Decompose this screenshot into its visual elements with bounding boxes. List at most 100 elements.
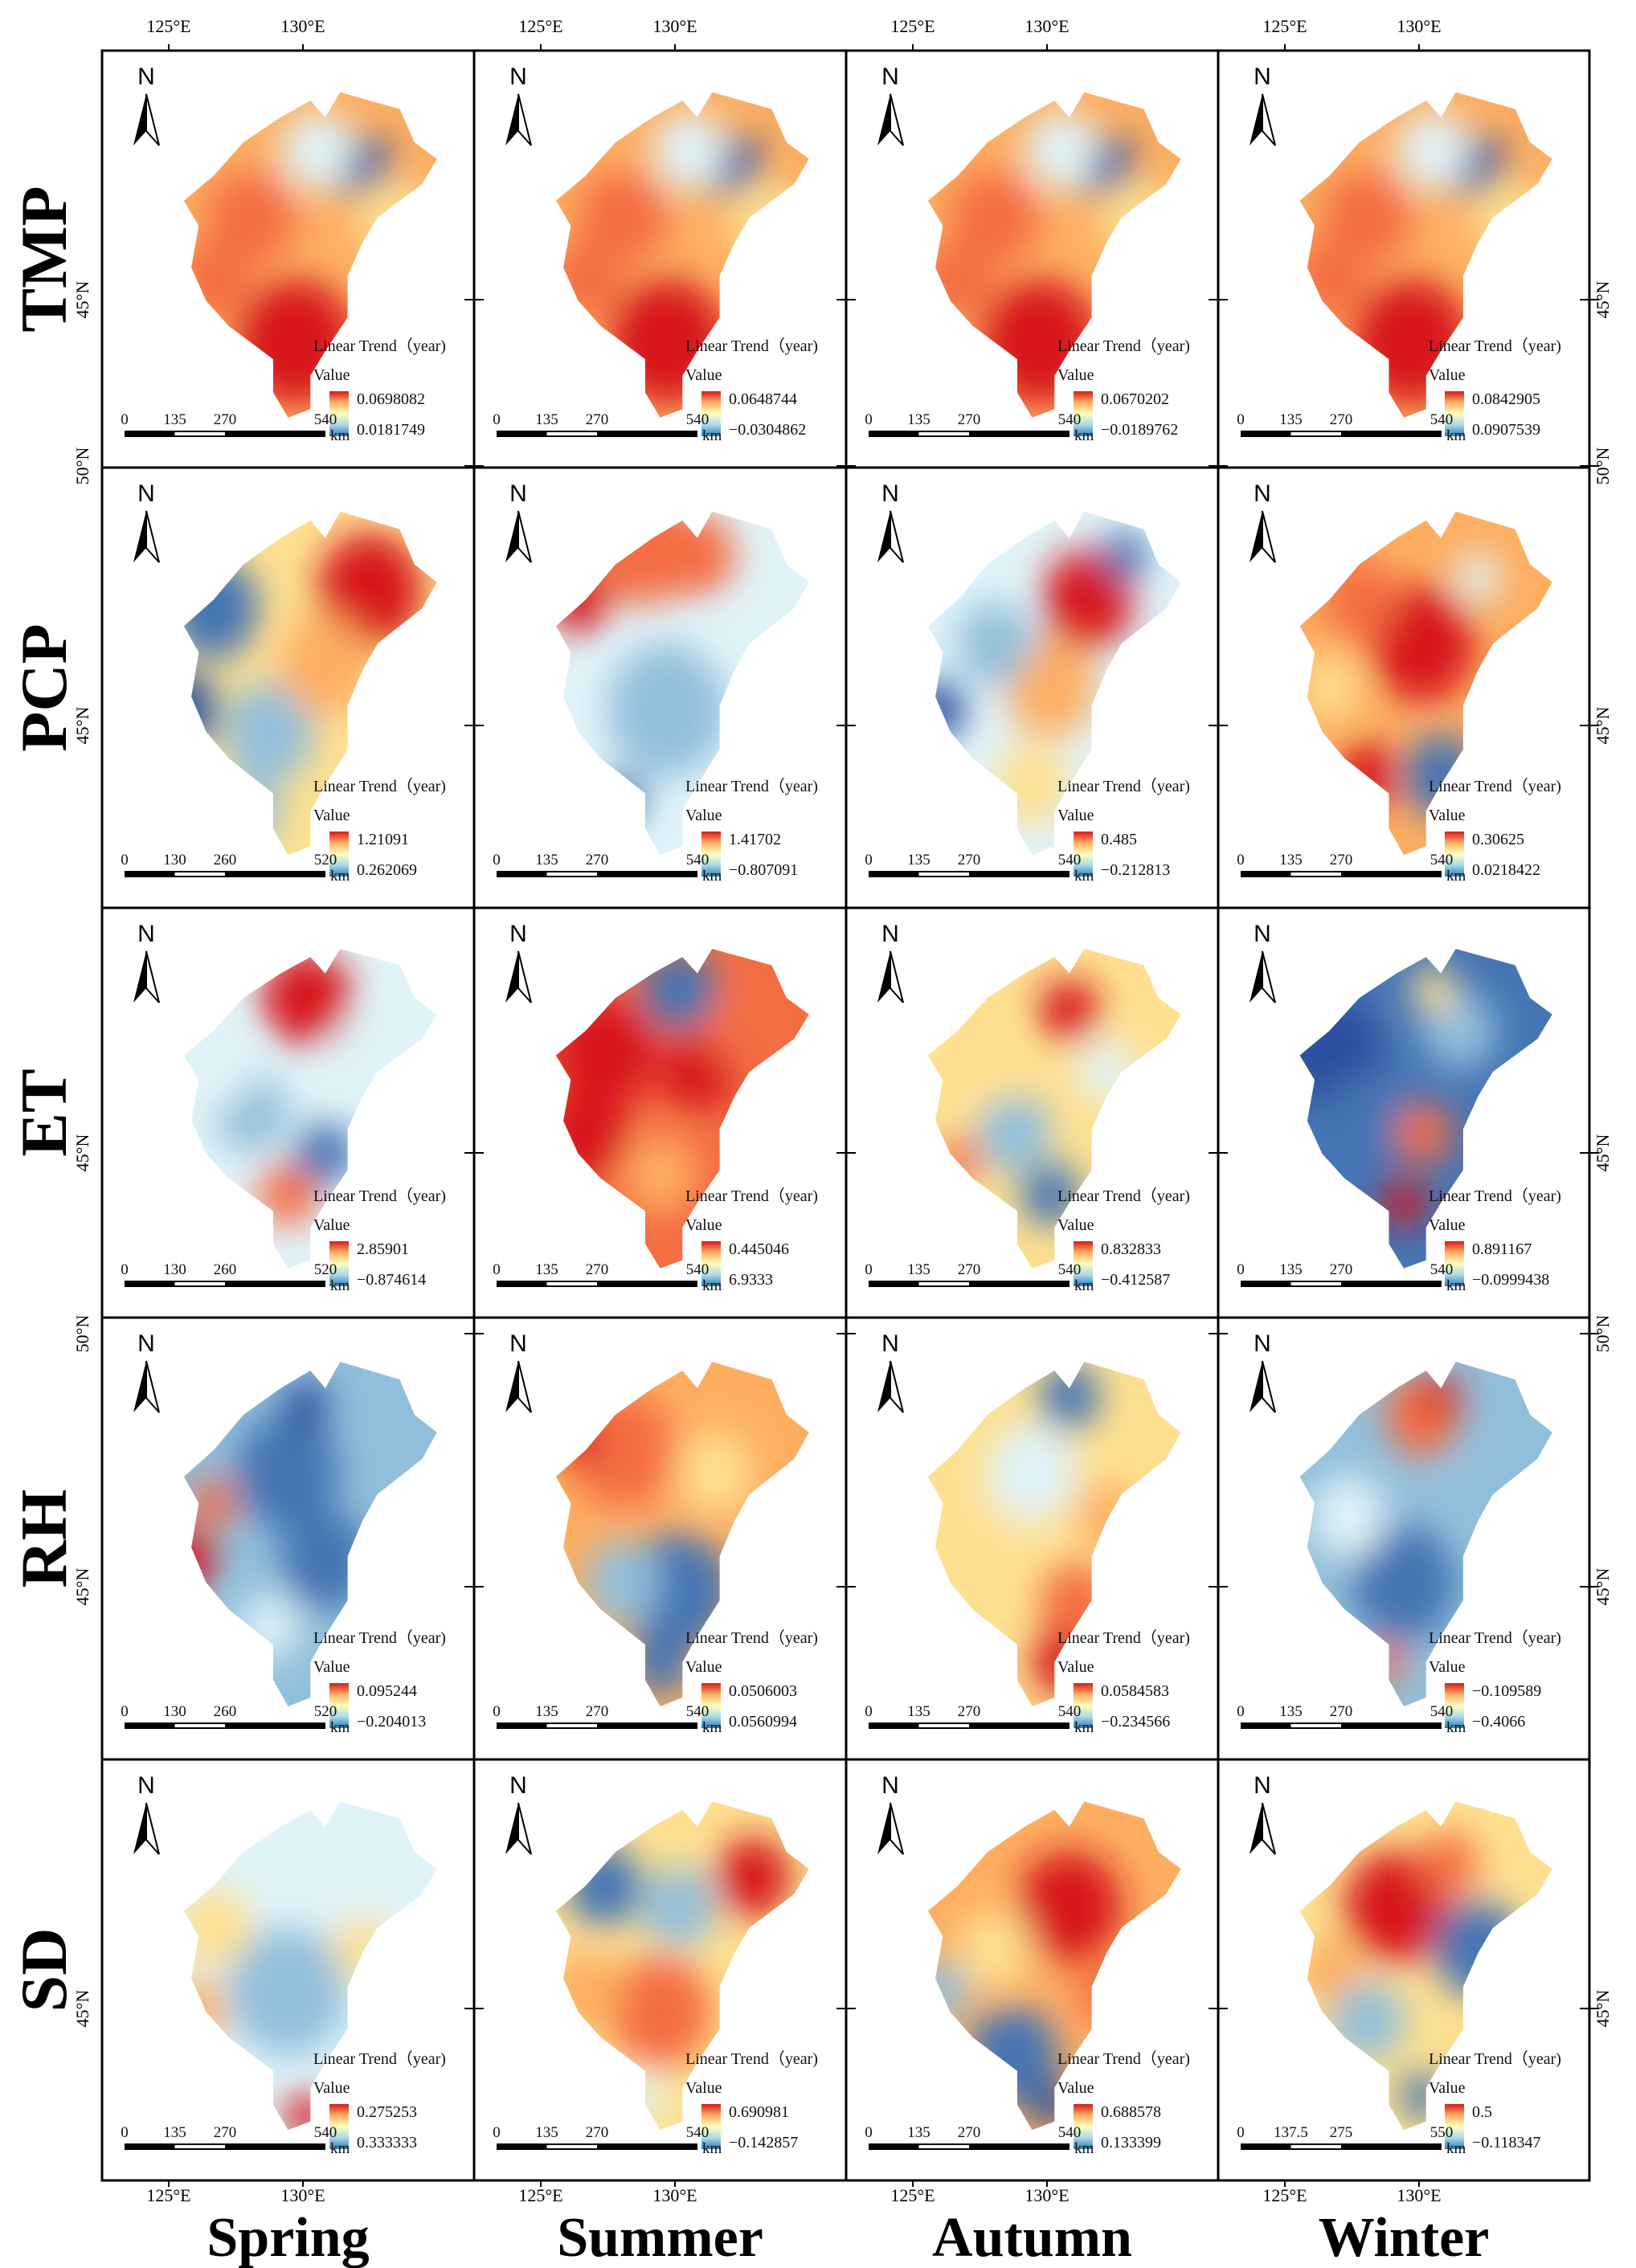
legend: Linear Trend（year) Value 0.0648744 −0.03048… <box>685 337 818 439</box>
legend-high-value: 0.0670202 <box>1101 390 1169 408</box>
scale-tick-label: 540 <box>1058 411 1082 428</box>
legend: Linear Trend（year) Value 0.891167 −0.099943… <box>1429 1187 1561 1289</box>
legend-high-value: 0.30625 <box>1472 831 1524 848</box>
trend-raster <box>1299 949 1552 1269</box>
lon-label-top: 130°E <box>1025 16 1069 36</box>
scale-tick-label: 135 <box>907 411 930 428</box>
north-label: N <box>509 63 527 90</box>
legend-value-label: Value <box>1057 366 1094 384</box>
legend-value-label: Value <box>685 1216 722 1234</box>
scale-tick-label: 540 <box>1058 852 1082 868</box>
legend-value-label: Value <box>1057 1658 1094 1676</box>
legend: Linear Trend（year) Value 0.30625 0.0218422 <box>1429 777 1561 879</box>
map-panel-tmp-winter: N Linear Trend（year) Value 0.0842905 0.09075… <box>1217 49 1591 469</box>
row-label-et: ET <box>7 1069 80 1156</box>
north-arrow-icon: N <box>505 921 532 1003</box>
legend-high-value: 0.832833 <box>1101 1240 1161 1258</box>
scale-tick-label: 540 <box>314 411 337 428</box>
legend-title: Linear Trend（year) <box>685 1187 818 1205</box>
map-panel-pcp-spring: N Linear Trend（year) Value 1.21091 0.262069 0… <box>100 466 476 909</box>
scale-unit: km <box>702 2140 722 2157</box>
scale-tick-label: 0 <box>121 1703 129 1720</box>
scale-tick-label: 135 <box>535 411 558 428</box>
row-label-tmp: TMP <box>7 186 80 332</box>
scale-tick-label: 0 <box>1237 1703 1245 1720</box>
row-label-pcp: PCP <box>7 623 80 751</box>
legend-colorbar <box>1445 1241 1464 1286</box>
lat-label-left: 45°N <box>72 1990 92 2028</box>
legend-colorbar <box>1074 391 1093 436</box>
north-label: N <box>137 1772 155 1799</box>
legend-value-label: Value <box>313 807 350 824</box>
legend-colorbar <box>1074 2104 1093 2149</box>
lon-label-bottom: 130°E <box>652 2185 697 2205</box>
map-panel-tmp-summer: N Linear Trend（year) Value 0.0648744 −0.0304… <box>472 49 848 469</box>
map-panel-sd-spring: N Linear Trend（year) Value 0.275253 0.333333… <box>100 1758 476 2182</box>
lon-label-top: 125°E <box>518 16 562 36</box>
scale-tick-label: 0 <box>121 2124 129 2141</box>
scale-tick-label: 260 <box>214 852 237 868</box>
scale-unit: km <box>702 1719 722 1736</box>
legend-value-label: Value <box>685 1658 722 1676</box>
scale-tick-label: 520 <box>314 852 337 868</box>
scale-tick-label: 0 <box>493 411 501 428</box>
north-label: N <box>137 921 155 947</box>
scale-tick-label: 270 <box>1330 1261 1353 1278</box>
legend-high-value: 0.0842905 <box>1472 390 1540 408</box>
legend-low-value: −0.807091 <box>729 861 798 879</box>
north-label: N <box>1254 480 1271 507</box>
legend-high-value: 1.21091 <box>357 831 409 848</box>
legend-low-value: 6.9333 <box>729 1271 773 1289</box>
scale-tick-label: 0 <box>1237 2124 1245 2141</box>
legend-title: Linear Trend（year) <box>313 337 446 355</box>
north-arrow-icon: N <box>877 1330 904 1413</box>
map-panel-et-winter: N Linear Trend（year) Value 0.891167 −0.09994… <box>1217 906 1591 1319</box>
column-label-winter: Winter <box>1319 2207 1490 2268</box>
legend-high-value: 0.0506003 <box>729 1682 797 1700</box>
scale-tick-label: 130 <box>163 1261 186 1278</box>
scale-unit: km <box>330 1719 350 1736</box>
scale-tick-label: 135 <box>1279 1261 1303 1278</box>
scale-tick-label: 135 <box>163 2124 186 2141</box>
legend-title: Linear Trend（year) <box>313 2049 446 2068</box>
scale-tick-label: 0 <box>493 1261 501 1278</box>
legend-low-value: −0.118347 <box>1472 2134 1541 2152</box>
scale-tick-label: 135 <box>1279 1703 1303 1720</box>
scale-tick-label: 540 <box>686 852 710 868</box>
scale-tick-label: 0 <box>865 852 873 868</box>
north-arrow-icon: N <box>505 1330 532 1413</box>
legend: Linear Trend（year) Value 1.21091 0.262069 <box>313 777 446 879</box>
scale-tick-label: 270 <box>958 411 981 428</box>
legend-value-label: Value <box>1429 2079 1466 2097</box>
legend-colorbar <box>1445 1683 1464 1728</box>
legend-low-value: 0.262069 <box>357 861 417 879</box>
scale-tick-label: 0 <box>121 411 129 428</box>
legend-low-value: 0.133399 <box>1101 2134 1161 2152</box>
lon-label-top: 125°E <box>1262 16 1307 36</box>
north-arrow-icon: N <box>877 1772 904 1855</box>
north-label: N <box>1254 1772 1271 1799</box>
map-panel-sd-autumn: N Linear Trend（year) Value 0.688578 0.133399… <box>845 1758 1220 2182</box>
scale-tick-label: 270 <box>214 2124 237 2141</box>
legend-title: Linear Trend（year) <box>1057 2049 1190 2068</box>
legend-title: Linear Trend（year) <box>1057 1187 1190 1205</box>
legend-title: Linear Trend（year) <box>313 1187 446 1205</box>
scale-tick-label: 540 <box>314 2124 337 2141</box>
scale-tick-label: 540 <box>1430 852 1454 868</box>
lon-label-top: 125°E <box>890 16 935 36</box>
legend-low-value: −0.0304862 <box>729 421 806 439</box>
north-label: N <box>881 480 899 507</box>
legend-value-label: Value <box>1429 1658 1466 1676</box>
scale-tick-label: 270 <box>586 1703 609 1720</box>
legend: Linear Trend（year) Value 0.5 −0.118347 <box>1429 2049 1561 2152</box>
legend-low-value: 0.0218422 <box>1472 861 1540 879</box>
scale-tick-label: 540 <box>1058 1703 1082 1720</box>
legend: Linear Trend（year) Value 0.690981 −0.142857 <box>685 2049 818 2152</box>
